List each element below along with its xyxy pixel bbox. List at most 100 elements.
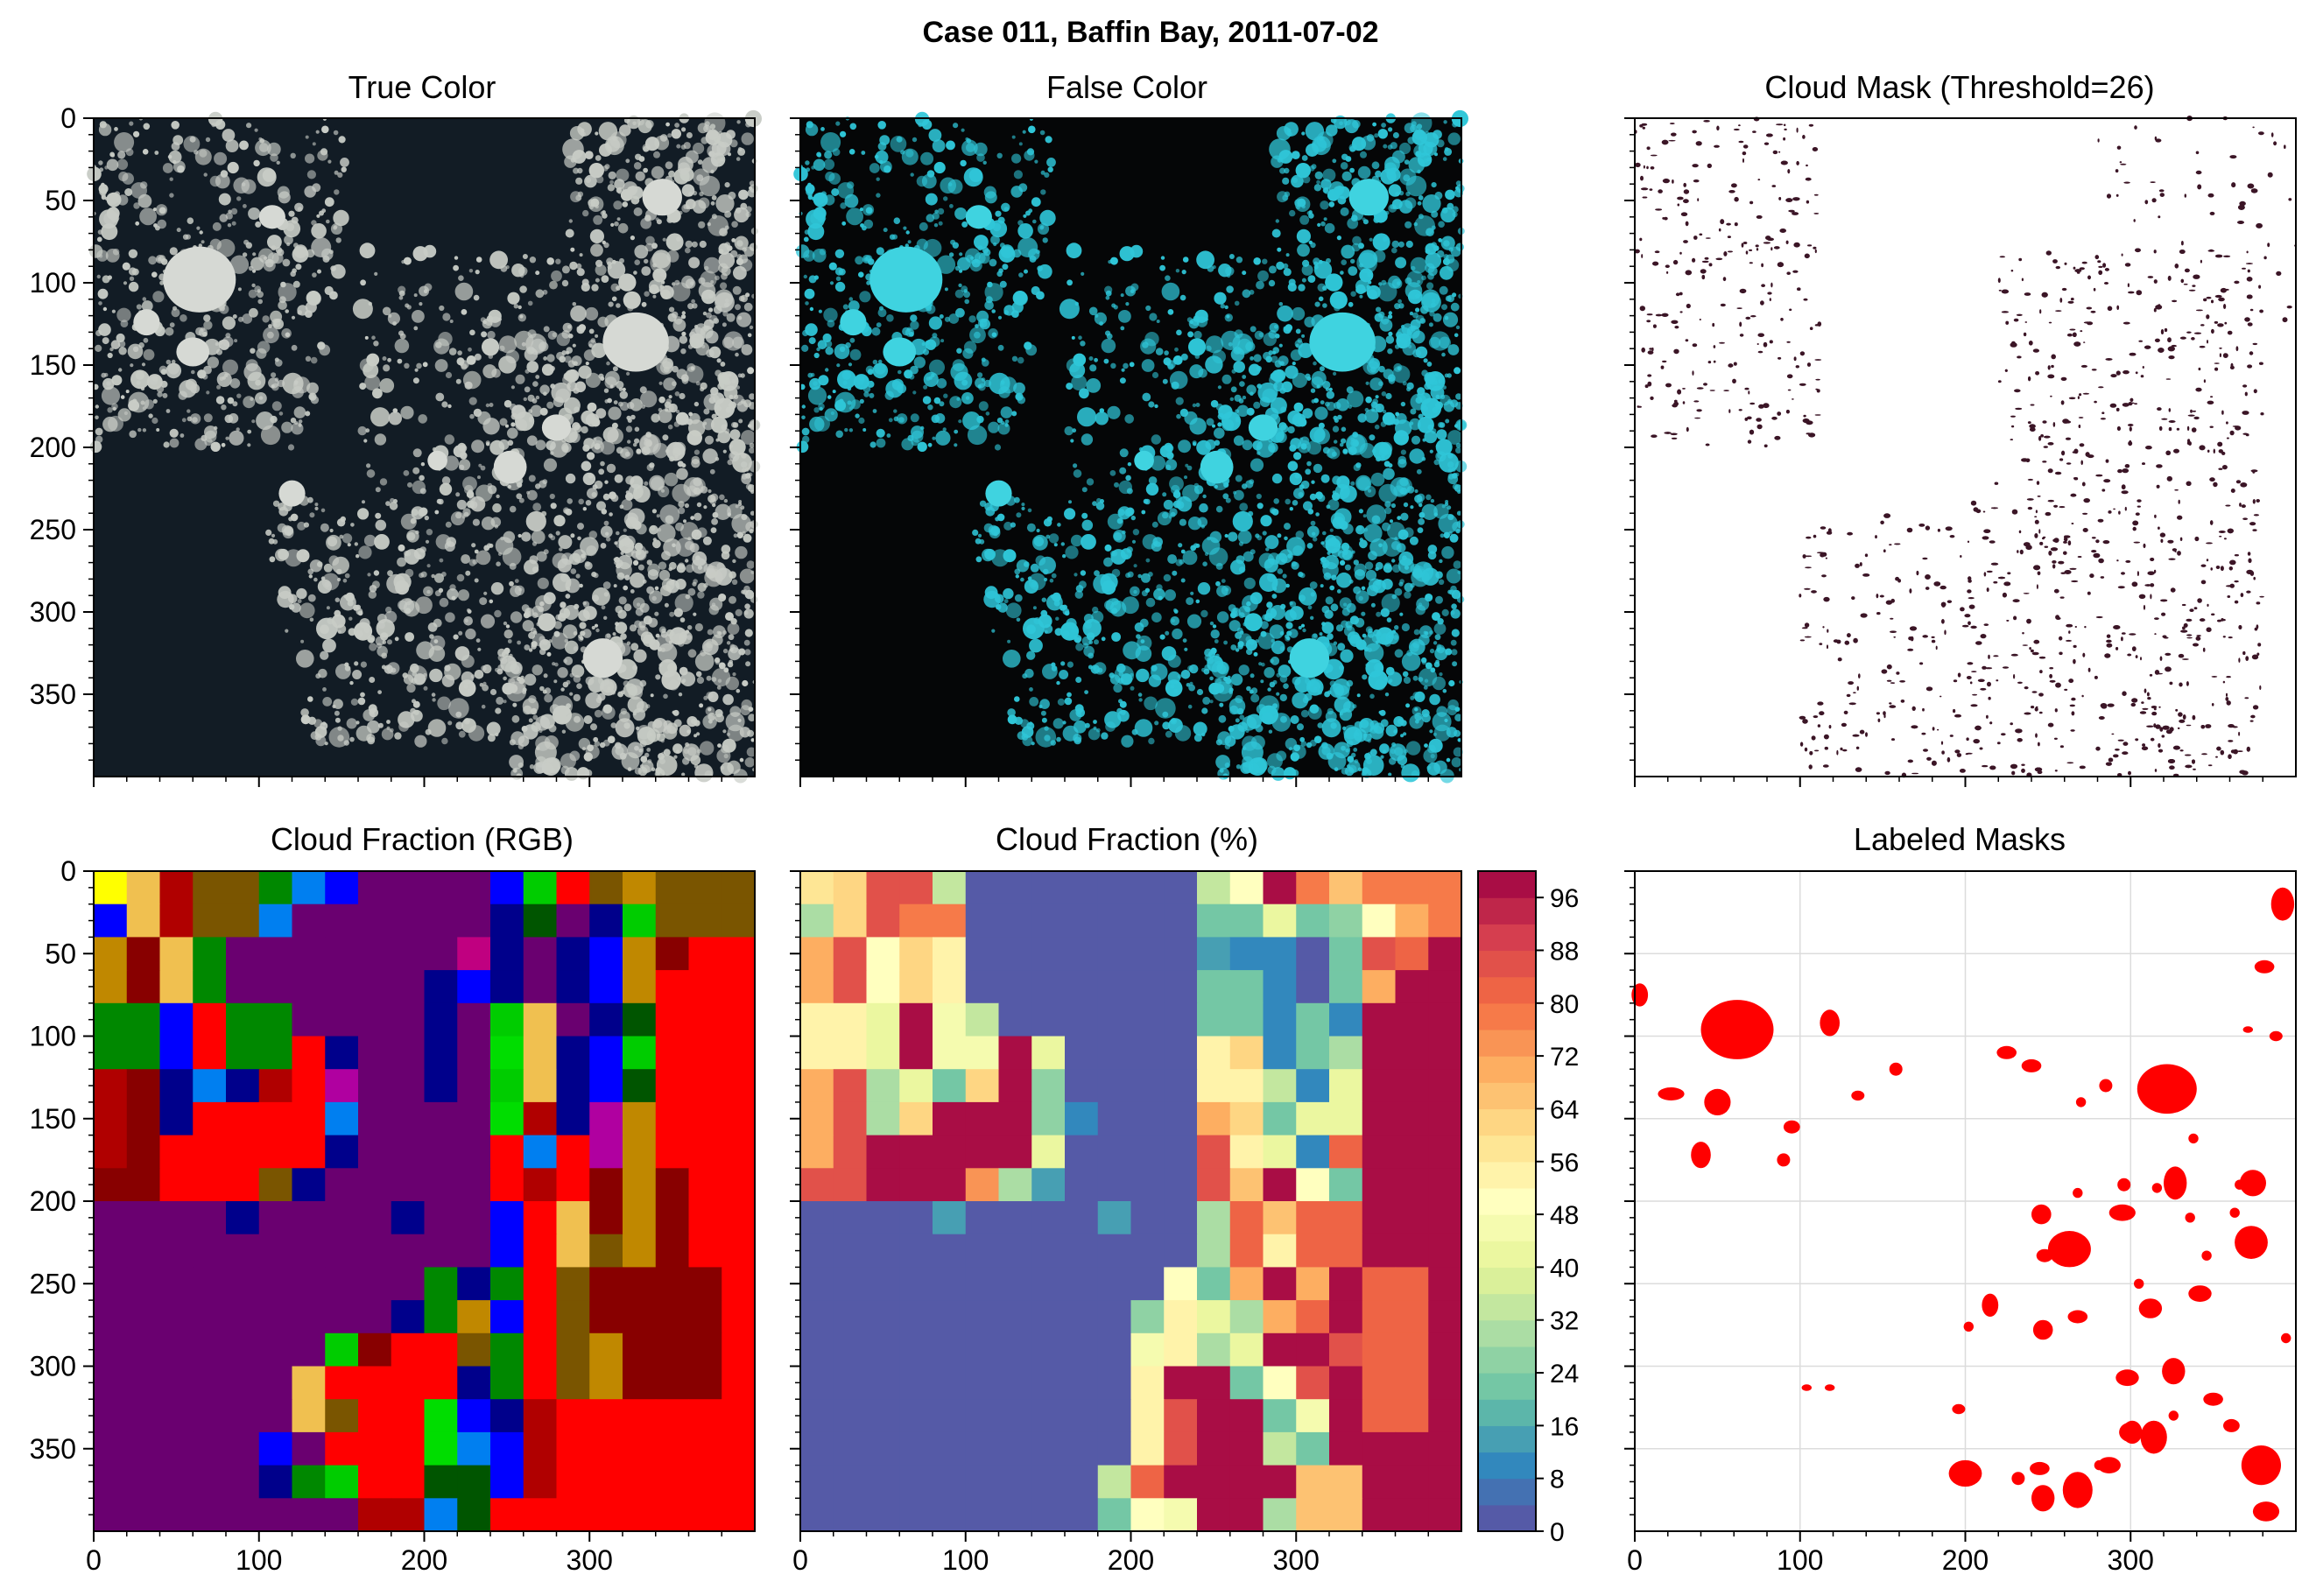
x-tick-label: 100 [236, 1544, 282, 1576]
heatmap-cell [523, 1101, 558, 1136]
heatmap-cell [1229, 1168, 1264, 1202]
heatmap-cell [655, 1234, 690, 1268]
heatmap-cell [258, 1135, 293, 1169]
heatmap-cell [523, 1431, 558, 1466]
heatmap-cell [623, 1332, 657, 1367]
heatmap-cell [933, 970, 967, 1004]
heatmap-cell [258, 1300, 293, 1334]
heatmap-cell [965, 1267, 1000, 1301]
colorbar-segment [1478, 950, 1536, 978]
heatmap-cell [899, 1498, 933, 1532]
heatmap-cell [126, 1300, 161, 1334]
heatmap-cell [358, 970, 392, 1004]
heatmap-cell [688, 1267, 722, 1301]
heatmap-cell [833, 1399, 868, 1433]
heatmap-cell [933, 903, 967, 938]
heatmap-cell [1428, 1399, 1462, 1433]
heatmap-cell [193, 937, 227, 971]
heatmap-cell [94, 1399, 128, 1433]
heatmap-cell [1362, 1399, 1397, 1433]
heatmap-cell [1263, 1498, 1297, 1532]
heatmap-cell [688, 1069, 722, 1103]
heatmap-cell [490, 1366, 524, 1400]
heatmap-cell [722, 1101, 756, 1136]
labeled-mask-blob [2151, 1183, 2163, 1193]
heatmap-cell [325, 1168, 359, 1202]
heatmap-cell [866, 1399, 900, 1433]
heatmap-cell [1263, 1465, 1297, 1499]
heatmap-cell [556, 1069, 590, 1103]
heatmap-cell [490, 1399, 524, 1433]
heatmap-cell [193, 1465, 227, 1499]
heatmap-cell [490, 1101, 524, 1136]
heatmap-cell [1031, 1201, 1066, 1235]
heatmap-cell [1362, 937, 1397, 971]
heatmap-cell [159, 1135, 194, 1169]
heatmap-cell [965, 903, 1000, 938]
heatmap-cell [1065, 1036, 1099, 1070]
heatmap-cell [998, 1332, 1032, 1367]
heatmap-cell [159, 1201, 194, 1235]
heatmap-cell [457, 970, 491, 1004]
heatmap-cell [258, 903, 293, 938]
heatmap-cell [1031, 1431, 1066, 1466]
heatmap-cell [589, 1431, 623, 1466]
labeled-mask-blob [1851, 1090, 1865, 1101]
heatmap-cell [1229, 970, 1264, 1004]
heatmap-cell [1229, 1234, 1264, 1268]
heatmap-cell [722, 871, 756, 905]
labeled-mask-blob [2062, 1472, 2093, 1508]
heatmap-cell [998, 1431, 1032, 1466]
heatmap-cell [325, 1498, 359, 1532]
heatmap-cell [457, 1431, 491, 1466]
heatmap-cell [490, 1002, 524, 1037]
heatmap-cell [1130, 1201, 1165, 1235]
heatmap-cell [623, 1498, 657, 1532]
heatmap-cell [159, 1465, 194, 1499]
heatmap-cell [1197, 1002, 1231, 1037]
labeled-mask-blob [2031, 1485, 2055, 1512]
heatmap-cell [899, 871, 933, 905]
heatmap-cell [833, 1168, 868, 1202]
heatmap-cell [589, 1036, 623, 1070]
heatmap-cell [1065, 1267, 1099, 1301]
heatmap-cell [159, 903, 194, 938]
heatmap-cell [1329, 1431, 1363, 1466]
heatmap-cell [1395, 1101, 1429, 1136]
heatmap-cell [965, 1069, 1000, 1103]
heatmap-cell [126, 1101, 161, 1136]
heatmap-cell [490, 1135, 524, 1169]
heatmap-cell [1395, 1498, 1429, 1532]
heatmap-cell [1097, 1431, 1132, 1466]
heatmap-cell [965, 1332, 1000, 1367]
heatmap-cell [866, 1465, 900, 1499]
heatmap-cell [623, 1431, 657, 1466]
heatmap-cell [589, 871, 623, 905]
heatmap-cell [998, 1498, 1032, 1532]
heatmap-cell [490, 1498, 524, 1532]
heatmap-cell [899, 937, 933, 971]
heatmap-cell [1164, 1332, 1198, 1367]
heatmap-cell [258, 1332, 293, 1367]
labeled-mask-blob [1889, 1062, 1903, 1076]
heatmap-cell [457, 1267, 491, 1301]
heatmap-cell [1229, 903, 1264, 938]
heatmap-cell [325, 871, 359, 905]
heatmap-cell [126, 1036, 161, 1070]
heatmap-cell [899, 1201, 933, 1235]
heatmap-cell [556, 1332, 590, 1367]
heatmap-cell [292, 1300, 326, 1334]
heatmap-cell [800, 1168, 834, 1202]
heatmap-cell [94, 871, 128, 905]
heatmap-cell [833, 1300, 868, 1334]
heatmap-cell [1329, 1399, 1363, 1433]
y-tick-label: 0 [60, 102, 76, 134]
heatmap-cell [159, 1300, 194, 1334]
heatmap-cell [358, 871, 392, 905]
heatmap-cell [965, 1465, 1000, 1499]
heatmap-cell [933, 1168, 967, 1202]
heatmap-cell [325, 903, 359, 938]
heatmap-cell [391, 1201, 426, 1235]
labeled-mask-blob [1825, 1384, 1835, 1391]
colorbar: 0 8 16 24 32 40 48 56 64 72 80 88 96 [1477, 870, 1579, 1547]
